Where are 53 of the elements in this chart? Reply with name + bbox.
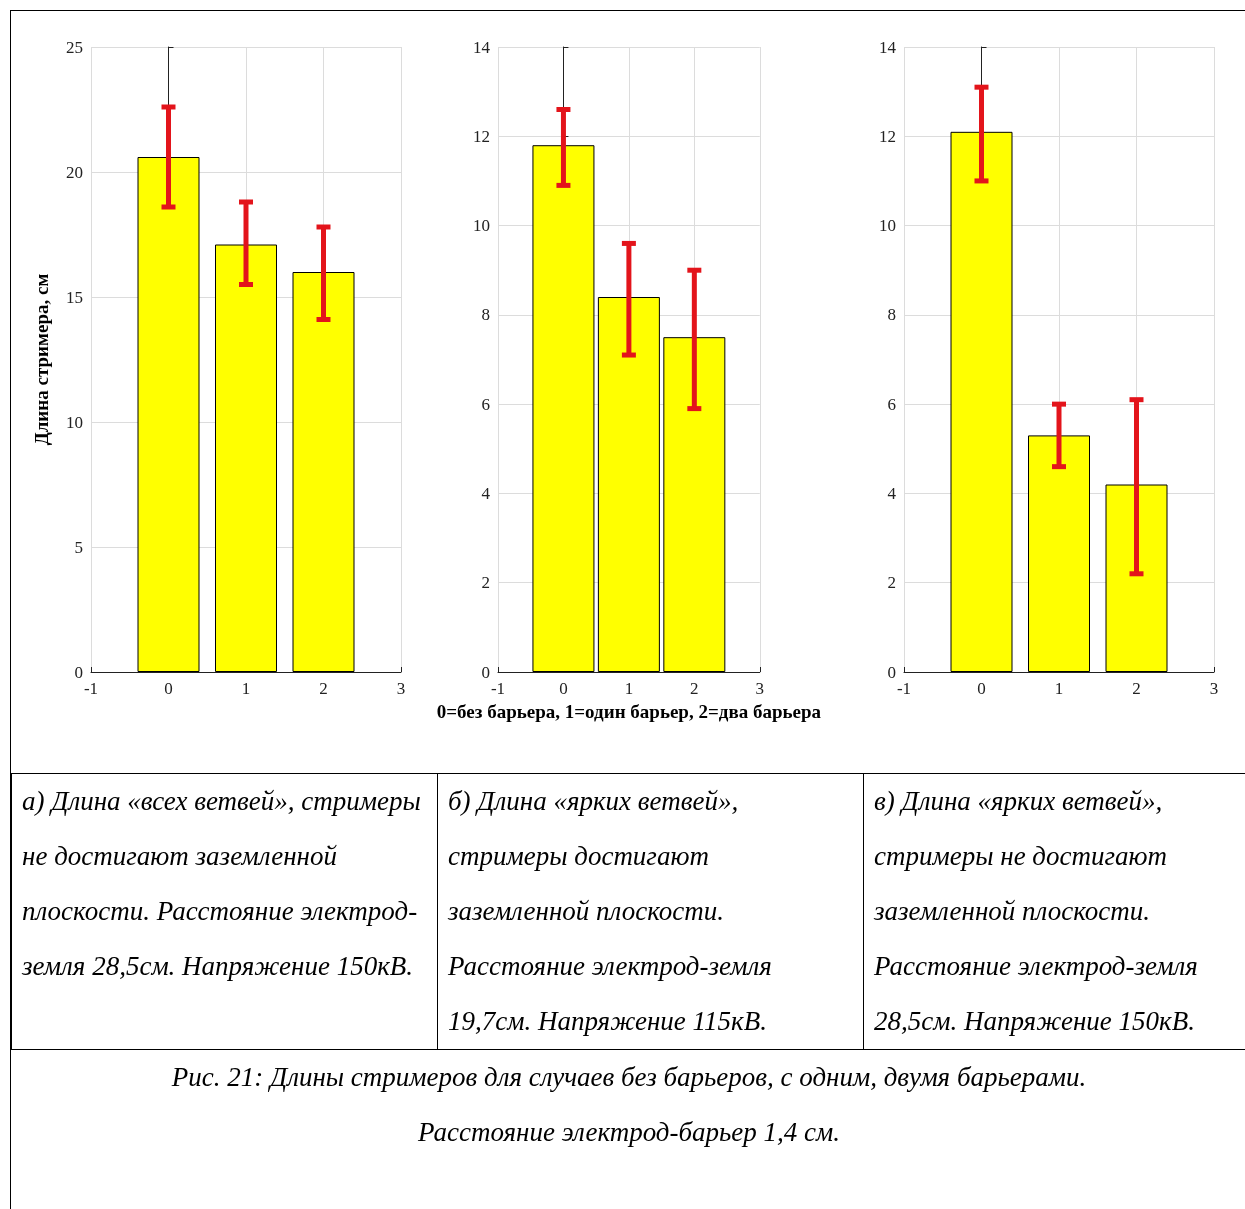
x-tick-label: 2 [319, 679, 328, 698]
y-tick-label: 20 [66, 162, 83, 182]
y-axis-title: Длина стримера, см [31, 273, 52, 446]
y-tick-label: 0 [74, 662, 83, 682]
y-tick-label: 6 [481, 394, 490, 414]
y-tick-label: 12 [879, 126, 896, 146]
y-tick-label: 6 [887, 394, 896, 414]
x-tick-label: 1 [241, 679, 251, 698]
x-tick-label: 0 [559, 679, 568, 698]
x-tick-label: 3 [1209, 679, 1219, 698]
text: в) Длина «ярких ветвей», стримеры не достигают заземленной плоскости. Расстояние электрод-земля 28,5см. Напряжение 150кВ. [863, 773, 1245, 1050]
bar [950, 131, 1013, 672]
x-tick-label: 0 [164, 679, 173, 698]
bar [292, 272, 355, 672]
x-axis-title: 0=без барьера, 1=один барьер, 2=два барьера [436, 701, 822, 722]
text: а) Длина «всех ветвей», стримеры не достигают заземленной плоскости. Расстояние электрод-земля 28,5см. Напряжение 150кВ. [11, 773, 438, 1050]
bar [1105, 484, 1168, 672]
y-tick-label: 4 [887, 483, 897, 503]
y-tick-label: 10 [66, 412, 83, 432]
y-tick-label: 12 [473, 126, 490, 146]
y-tick-label: 15 [66, 287, 83, 307]
y-tick-label: 5 [74, 537, 83, 557]
bar [532, 145, 595, 672]
y-tick-label: 14 [879, 37, 897, 57]
y-tick-label: 0 [481, 662, 490, 682]
x-tick-label: 0 [977, 679, 986, 698]
y-tick-label: 10 [879, 216, 896, 236]
bar [215, 244, 277, 672]
y-tick-label: 10 [473, 216, 490, 236]
y-tick-label: 25 [66, 37, 83, 57]
y-tick-label: 8 [481, 305, 490, 325]
text: Расстояние электрод-барьер 1,4 см. [416, 1116, 841, 1149]
text: Рис. 21: Длины стримеров для случаев без барьеров, с одним, двумя барьерами. [170, 1061, 1088, 1094]
text: б) Длина «ярких ветвей», стримеры достигают заземленной плоскости. Расстояние электрод-земля 19,7см. Напряжение 115кВ. [437, 773, 864, 1050]
y-tick-label: 2 [481, 573, 490, 593]
bar [137, 157, 200, 672]
x-tick-label: 2 [690, 679, 699, 698]
bar [597, 297, 660, 672]
x-tick-label: -1 [896, 679, 912, 698]
x-tick-label: -1 [83, 679, 99, 698]
y-tick-label: 2 [887, 573, 896, 593]
x-tick-label: 1 [624, 679, 634, 698]
x-tick-label: -1 [490, 679, 506, 698]
y-tick-label: 14 [473, 37, 491, 57]
y-tick-label: 0 [887, 662, 896, 682]
y-tick-label: 8 [887, 305, 896, 325]
x-tick-label: 1 [1054, 679, 1064, 698]
bar [1028, 435, 1090, 672]
bar [663, 337, 726, 672]
y-tick-label: 4 [481, 483, 491, 503]
x-tick-label: 3 [755, 679, 765, 698]
x-tick-label: 2 [1132, 679, 1141, 698]
x-tick-label: 3 [396, 679, 406, 698]
